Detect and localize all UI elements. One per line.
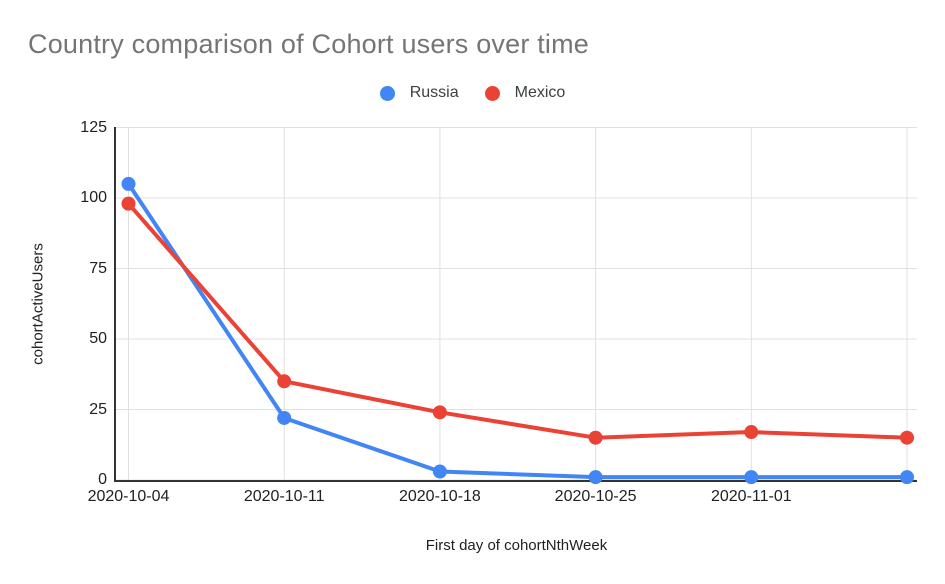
data-point-russia: [744, 470, 759, 485]
x-tick-label: 2020-10-25: [554, 488, 637, 505]
legend-dot-mexico-icon: [484, 85, 500, 101]
y-tick-label: 50: [89, 330, 107, 347]
y-tick-label: 75: [89, 259, 107, 277]
data-point-mexico: [588, 430, 603, 445]
x-tick-label: 2020-10-04: [87, 488, 170, 505]
data-point-russia: [588, 470, 603, 485]
legend-label-russia: Russia: [409, 84, 459, 101]
data-point-mexico: [744, 425, 759, 440]
x-tick-label: 2020-10-18: [398, 488, 481, 505]
x-tick-label: 2020-11-01: [710, 488, 792, 505]
y-tick-label: 0: [98, 471, 107, 488]
data-point-mexico: [121, 196, 136, 211]
data-point-russia: [121, 176, 136, 191]
y-tick-label: 100: [80, 189, 107, 206]
x-axis-title: First day of cohortNthWeek: [425, 537, 608, 554]
x-tick-label: 2020-10-11: [243, 488, 325, 505]
series-line-mexico: [126, 201, 909, 440]
data-point-russia: [432, 464, 447, 479]
data-point-russia: [277, 410, 292, 425]
y-tick-label: 25: [89, 400, 107, 418]
y-axis-title-text: cohortActiveUsers: [29, 243, 47, 365]
legend-item-russia: Russia: [379, 84, 459, 102]
legend-dot-russia-icon: [379, 85, 395, 101]
legend-label-mexico: Mexico: [514, 84, 566, 101]
y-tick-label: 125: [80, 118, 107, 136]
data-point-mexico: [900, 430, 914, 445]
legend-item-mexico: Mexico: [484, 84, 566, 102]
legend: Russia Mexico: [0, 84, 945, 102]
data-point-russia: [900, 470, 914, 485]
chart-title: Country comparison of Cohort users over …: [28, 29, 590, 59]
data-point-mexico: [432, 405, 447, 420]
series-line-russia: [126, 181, 909, 480]
data-point-mexico: [277, 374, 292, 389]
